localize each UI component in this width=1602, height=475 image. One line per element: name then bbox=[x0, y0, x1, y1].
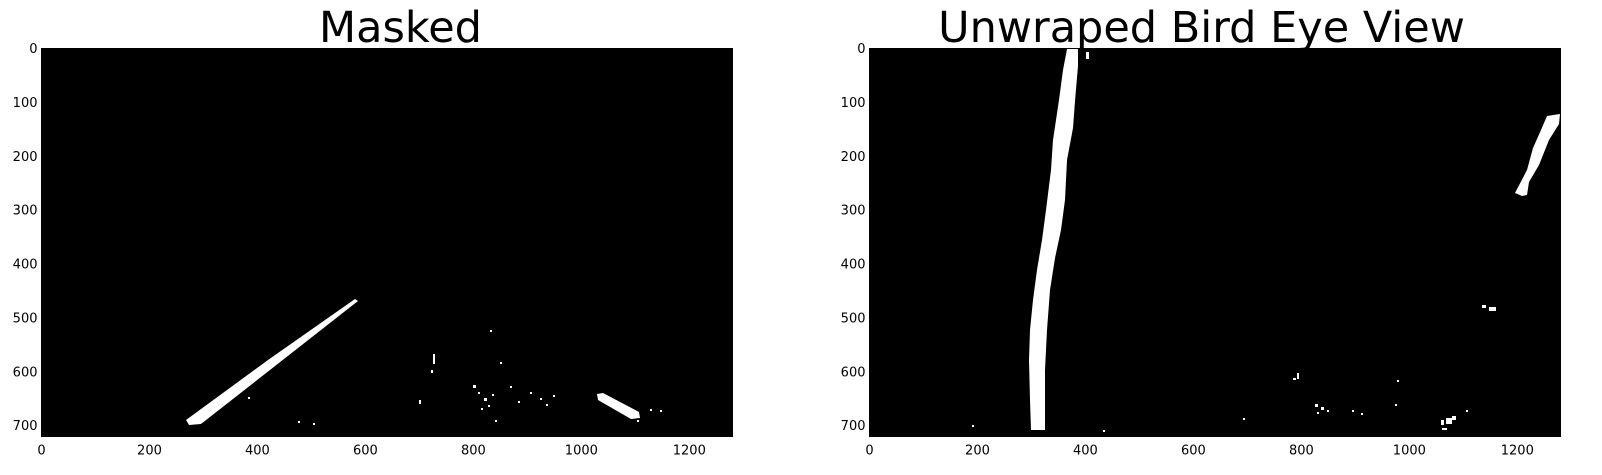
masked-y-tick-label: 0 bbox=[29, 42, 37, 57]
bird-eye-x-tick-label: 800 bbox=[1289, 444, 1314, 459]
bird-eye-lane-line-right bbox=[1515, 114, 1560, 196]
bird-eye-panel: Unwraped Bird Eye View bbox=[801, 0, 1602, 475]
masked-lane-line-right bbox=[597, 393, 640, 419]
masked-lane-line-left bbox=[186, 299, 358, 425]
masked-image-plot: 0 200 400 600 800 1000 1200 0 100 200 300 400 500 600… bbox=[13, 42, 733, 459]
bird-eye-x-tick-label: 400 bbox=[1073, 444, 1098, 459]
bird-eye-y-tick-label: 600 bbox=[841, 365, 866, 380]
bird-eye-x-tick-label: 200 bbox=[965, 444, 990, 459]
masked-x-tick-label: 0 bbox=[37, 444, 45, 459]
bird-eye-title: Unwraped Bird Eye View bbox=[938, 3, 1465, 53]
bird-eye-x-tick-label: 1200 bbox=[1501, 444, 1534, 459]
masked-noise-speckles bbox=[248, 330, 662, 425]
bird-eye-image-plot: 0 200 400 600 800 1000 1200 0 100 200 300 400 500 600… bbox=[841, 42, 1561, 459]
bird-eye-y-tick-label: 500 bbox=[841, 311, 866, 326]
masked-y-tick-label: 300 bbox=[13, 204, 38, 219]
masked-x-tick-label: 600 bbox=[353, 444, 378, 459]
masked-y-tick-label: 100 bbox=[13, 96, 38, 111]
bird-eye-x-tick-label: 1000 bbox=[1393, 444, 1426, 459]
masked-x-tick-label: 200 bbox=[137, 444, 162, 459]
bird-eye-image-area bbox=[869, 48, 1561, 437]
masked-x-tick-label: 1000 bbox=[565, 444, 598, 459]
bird-eye-y-tick-label: 100 bbox=[841, 96, 866, 111]
masked-x-tick-label: 1200 bbox=[673, 444, 706, 459]
masked-panel: Masked bbox=[13, 3, 733, 459]
masked-y-tick-label: 600 bbox=[13, 365, 38, 380]
masked-y-tick-label: 200 bbox=[13, 150, 38, 165]
masked-x-tick-label: 800 bbox=[461, 444, 486, 459]
bird-eye-y-tick-label: 300 bbox=[841, 204, 866, 219]
masked-image-area bbox=[41, 48, 733, 437]
bird-eye-y-tick-label: 700 bbox=[841, 419, 866, 434]
masked-title: Masked bbox=[319, 3, 482, 53]
bird-eye-lane-line-left bbox=[1029, 49, 1078, 430]
bird-eye-y-tick-label: 200 bbox=[841, 150, 866, 165]
masked-y-tick-label: 500 bbox=[13, 311, 38, 326]
bird-eye-noise-speckles bbox=[972, 52, 1496, 432]
masked-x-tick-label: 400 bbox=[245, 444, 270, 459]
bird-eye-y-tick-label: 0 bbox=[857, 42, 865, 57]
bird-eye-y-tick-label: 400 bbox=[841, 258, 866, 273]
masked-y-tick-label: 700 bbox=[13, 419, 38, 434]
masked-y-tick-label: 400 bbox=[13, 258, 38, 273]
bird-eye-x-tick-label: 600 bbox=[1181, 444, 1206, 459]
bird-eye-x-tick-label: 0 bbox=[865, 444, 873, 459]
